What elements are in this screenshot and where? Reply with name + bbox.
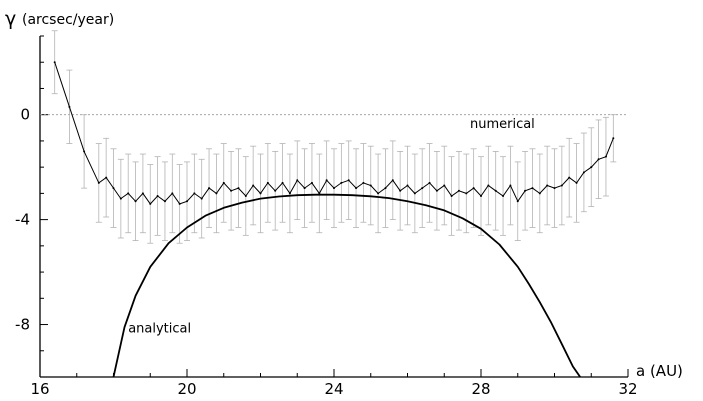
numerical-point (568, 176, 571, 179)
numerical-point (582, 171, 585, 174)
numerical-point (502, 195, 505, 198)
numerical-point (575, 181, 578, 184)
x-tick-label: 16 (30, 380, 49, 398)
numerical-point (333, 187, 335, 190)
numerical-point (244, 195, 247, 198)
numerical-point (200, 197, 203, 200)
numerical-point (487, 184, 490, 187)
numerical-point (524, 189, 527, 192)
numerical-point (230, 189, 233, 192)
numerical-point (516, 200, 519, 203)
numerical-point (222, 181, 225, 184)
analytical-series-line (112, 193, 581, 377)
numerical-point (553, 187, 556, 190)
numerical-point (288, 192, 291, 195)
numerical-point (347, 179, 350, 182)
numerical-point (105, 176, 108, 179)
numerical-point (97, 181, 100, 184)
numerical-point (237, 187, 240, 190)
numerical-point (340, 181, 343, 184)
numerical-point (208, 187, 211, 190)
numerical-point (83, 150, 86, 153)
y-axis-unit: (arcsec/year) (22, 12, 114, 28)
numerical-point (296, 179, 299, 182)
numerical-point (560, 184, 563, 187)
numerical-point (435, 189, 438, 192)
numerical-point (443, 184, 446, 187)
y-tick-label: -4 (15, 211, 30, 229)
numerical-point (369, 184, 372, 187)
numerical-point (266, 181, 269, 184)
numerical-point (141, 192, 144, 195)
numerical-point (546, 184, 549, 187)
numerical-point (391, 179, 394, 182)
numerical-point (597, 158, 600, 161)
numerical-point (406, 184, 409, 187)
analytical-label: analytical (128, 321, 191, 336)
numerical-point (281, 181, 284, 184)
y-tick-label: 0 (20, 106, 30, 124)
x-axis-label: a (AU) (636, 362, 683, 380)
numerical-point (472, 187, 475, 190)
numerical-label: numerical (470, 117, 535, 132)
numerical-point (156, 195, 159, 198)
numerical-point (274, 189, 277, 192)
numerical-point (457, 189, 460, 192)
x-tick-label: 28 (471, 380, 490, 398)
numerical-point (186, 200, 188, 203)
numerical-point (127, 192, 130, 195)
numerical-point (590, 166, 593, 169)
numerical-point (252, 184, 255, 187)
numerical-point (399, 189, 402, 192)
numerical-point (362, 181, 365, 184)
numerical-point (193, 192, 196, 195)
numerical-point (171, 192, 174, 195)
x-tick-label: 24 (324, 380, 343, 398)
numerical-point (325, 179, 328, 182)
x-tick-label: 20 (177, 380, 196, 398)
numerical-point (310, 181, 313, 184)
numerical-point (384, 187, 387, 190)
numerical-point (413, 192, 416, 195)
numerical-point (377, 192, 380, 195)
numerical-point (538, 192, 541, 195)
numerical-point (303, 187, 306, 190)
numerical-point (421, 187, 424, 190)
numerical-point (215, 192, 218, 195)
numerical-point (53, 61, 56, 64)
numerical-point (149, 202, 152, 205)
numerical-point (119, 197, 122, 200)
numerical-point (68, 105, 71, 108)
numerical-point (604, 155, 607, 158)
numerical-point (531, 187, 534, 190)
numerical-point (450, 195, 453, 198)
numerical-point (259, 192, 262, 195)
numerical-point (509, 184, 512, 187)
y-tick-label: -8 (15, 316, 30, 334)
numerical-point (163, 200, 166, 203)
numerical-point (112, 187, 115, 190)
numerical-point (355, 187, 358, 190)
numerical-point (178, 202, 181, 205)
numerical-point (465, 192, 468, 195)
numerical-point (480, 195, 482, 198)
numerical-point (494, 189, 497, 192)
x-tick-label: 32 (618, 380, 637, 398)
y-axis-symbol: γ (5, 8, 16, 30)
numerical-point (134, 200, 137, 203)
numerical-point (612, 137, 615, 140)
numerical-series-line (54, 62, 614, 205)
numerical-point (428, 181, 431, 184)
